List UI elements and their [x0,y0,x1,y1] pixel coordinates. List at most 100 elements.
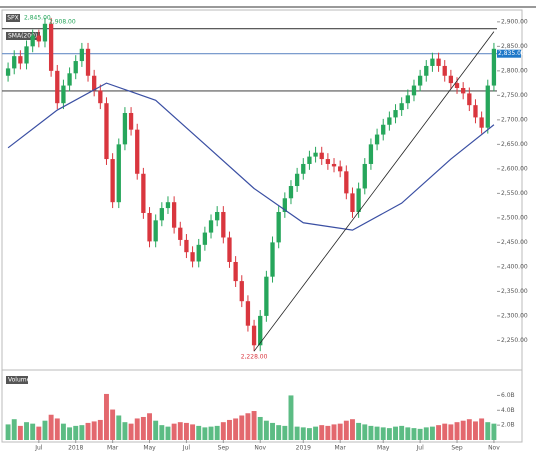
volume-bar [288,395,294,440]
symbol-box [6,14,20,22]
candle-body [73,61,78,74]
volume-bar [42,420,48,440]
candle-body [190,252,195,262]
candle-body [196,244,201,262]
candle-body [307,156,312,164]
indicator: SMA(200) [8,33,37,40]
volume-bar [485,422,491,440]
candle-body [141,173,146,213]
candle-body [374,134,380,145]
candle-body [258,315,263,346]
candle-body [208,220,214,233]
volume-bar [362,424,368,440]
y-tick-label: 2,400.00 [501,263,528,270]
candle-body [42,23,48,42]
candle-body [288,186,294,199]
volume-bar [405,427,411,440]
v-tick-label: 4.0B [501,407,515,414]
volume-bar [214,425,220,440]
volume-bar [368,425,374,440]
volume-bar [460,420,466,440]
v-tick-label: 6.0B [501,392,515,399]
volume-bar [251,411,257,440]
y-tick-label: 2,350.00 [501,288,528,295]
candle-body [85,48,91,76]
v-tick-label: 2.0B [501,422,515,429]
volume-bar [263,420,269,440]
candle-body [417,75,423,86]
volume-box [6,376,28,384]
volume-bar [300,427,306,440]
volume-bar [393,426,398,440]
volume-bar [196,425,202,440]
volume-bar [319,425,325,440]
candle-body [331,163,337,167]
candle-body [362,163,367,189]
volume-bar [30,423,36,440]
y-tick-label: 2,700.00 [501,116,528,123]
candle-body [104,103,109,160]
x-tick-label: Mar [107,445,119,452]
candle-body [411,85,417,96]
candle-body [171,202,177,228]
volume-bar [245,413,251,440]
volume-bar [270,422,275,440]
volume-bar [417,428,423,440]
y-tick-label: 2,800.00 [501,67,528,74]
volume-bar [140,416,146,440]
candle-body [473,105,478,118]
candle-body [245,301,251,326]
quote: 2,845.00 [24,15,51,22]
y-tick-label: 2,300.00 [501,312,528,319]
low-label: 2,228.00 [241,354,268,361]
candle-body [122,112,128,145]
volume-bar [479,418,485,440]
volume-bar [48,414,54,440]
volume-bar [239,415,245,440]
y-tick-label: 2,600.00 [501,165,528,172]
volume-bar [436,425,442,440]
candle-body [202,232,208,245]
trendline [253,31,495,352]
candle-body [276,211,281,243]
volume-bar [134,418,140,440]
volume-bar [91,421,97,440]
volume-bar [429,426,435,440]
candle-body [350,193,355,212]
volume-bar [325,425,331,440]
candle-body [5,68,11,76]
moving-average [7,82,495,231]
candle-body [467,93,472,106]
candle-body [239,281,244,302]
candle-body [436,58,441,66]
candle-body [325,159,331,164]
volume-bar [97,419,103,440]
candle-body [153,220,158,242]
volume-bar [343,420,349,440]
volume-bar [313,426,319,440]
volume-bar [374,426,380,440]
x-tick-label: Sep [218,445,230,452]
candle-body [338,166,343,172]
candle-body [79,48,85,62]
candle-body [135,129,140,174]
volume-bar [36,426,42,440]
volume-bar [350,419,355,440]
chart-frame [1,9,523,443]
x-tick-label: Mar [335,445,347,452]
volume-bar [17,425,23,440]
volume-bar [171,423,177,440]
high-label: 2,908.00 [49,18,76,25]
volume-bar [442,423,448,440]
volume-bar [60,423,66,440]
candle-body [98,90,103,104]
candle-body [294,173,300,187]
volume-bar [159,425,165,440]
volume-bar [227,419,232,440]
volume-title: Volume [8,377,31,384]
x-tick-label: Nov [488,445,500,452]
volume-bar [411,428,417,440]
candle-body [430,58,435,66]
volume-bar [331,424,337,440]
volume-bar [257,416,263,440]
